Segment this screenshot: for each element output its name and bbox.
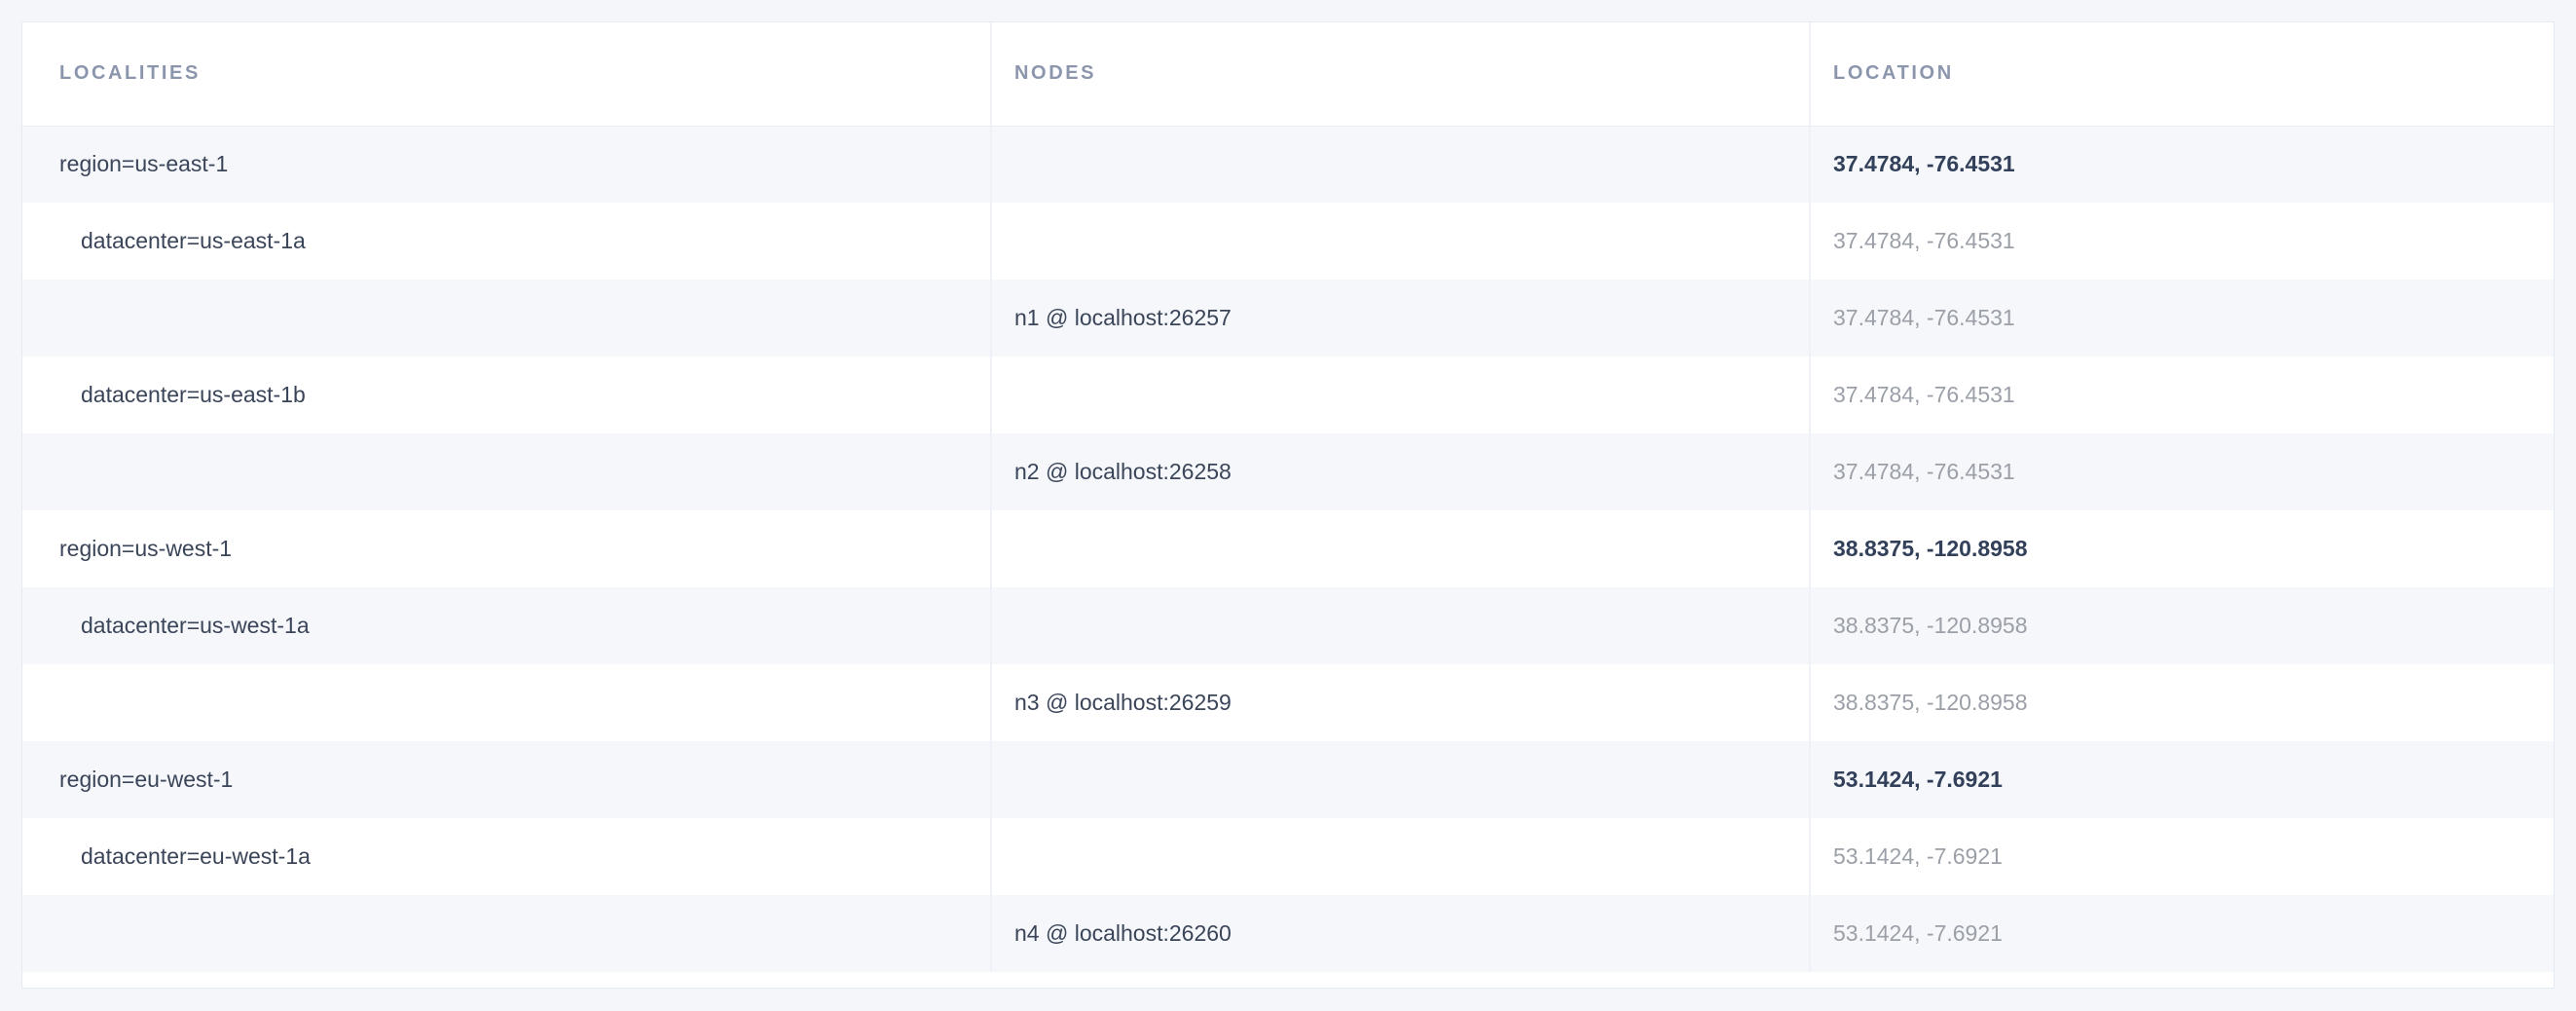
cell-locality: datacenter=eu-west-1a xyxy=(22,818,991,895)
column-header-nodes[interactable]: NODES xyxy=(990,22,1810,127)
table-row[interactable]: datacenter=us-west-1a 38.8375, -120.8958 xyxy=(22,587,2554,664)
table-row[interactable]: region=eu-west-1 53.1424, -7.6921 xyxy=(22,741,2554,818)
cell-location: 38.8375, -120.8958 xyxy=(1809,510,2554,587)
locality-label xyxy=(22,690,59,715)
cell-location: 37.4784, -76.4531 xyxy=(1809,203,2554,280)
locality-label xyxy=(22,459,59,484)
node-label[interactable]: n4 @ localhost:26260 xyxy=(1014,920,1232,946)
table-row[interactable]: datacenter=us-east-1a 37.4784, -76.4531 xyxy=(22,203,2554,280)
cell-locality: datacenter=us-east-1a xyxy=(22,203,991,280)
column-header-localities[interactable]: LOCALITIES xyxy=(22,22,991,127)
cell-locality: region=us-west-1 xyxy=(22,510,991,587)
cell-node xyxy=(990,510,1810,587)
table-body: region=us-east-1 37.4784, -76.4531 datacen… xyxy=(22,126,2554,972)
location-value: 38.8375, -120.8958 xyxy=(1833,536,2028,561)
table-row[interactable]: region=us-west-1 38.8375, -120.8958 xyxy=(22,510,2554,587)
cell-locality: datacenter=us-west-1a xyxy=(22,587,991,664)
cell-locality xyxy=(22,433,991,510)
cell-node: n2 @ localhost:26258 xyxy=(990,433,1810,510)
location-value: 38.8375, -120.8958 xyxy=(1833,613,2028,638)
cell-location: 38.8375, -120.8958 xyxy=(1809,664,2554,741)
cell-location: 37.4784, -76.4531 xyxy=(1809,126,2554,203)
cell-location: 53.1424, -7.6921 xyxy=(1809,818,2554,895)
location-value: 37.4784, -76.4531 xyxy=(1833,305,2015,330)
cell-node xyxy=(990,741,1810,818)
locality-label xyxy=(22,920,59,946)
locality-label: datacenter=us-east-1a xyxy=(81,228,306,253)
locality-label xyxy=(22,305,59,330)
cell-node xyxy=(990,818,1810,895)
node-label[interactable]: n2 @ localhost:26258 xyxy=(1014,459,1232,484)
cell-node xyxy=(990,587,1810,664)
table-row[interactable]: n4 @ localhost:26260 53.1424, -7.6921 xyxy=(22,895,2554,972)
cell-node xyxy=(990,356,1810,433)
table-row[interactable]: datacenter=eu-west-1a 53.1424, -7.6921 xyxy=(22,818,2554,895)
table-header-row: LOCALITIES NODES LOCATION xyxy=(22,22,2554,127)
cell-location: 37.4784, -76.4531 xyxy=(1809,433,2554,510)
location-value: 53.1424, -7.6921 xyxy=(1833,920,2003,946)
location-value: 53.1424, -7.6921 xyxy=(1833,767,2003,792)
table-row[interactable]: datacenter=us-east-1b 37.4784, -76.4531 xyxy=(22,356,2554,433)
table-row[interactable]: n1 @ localhost:26257 37.4784, -76.4531 xyxy=(22,280,2554,356)
localities-table: LOCALITIES NODES LOCATION region=us-east… xyxy=(22,22,2554,972)
table-header: LOCALITIES NODES LOCATION xyxy=(22,22,2554,127)
cell-location: 53.1424, -7.6921 xyxy=(1809,895,2554,972)
table-row[interactable]: n2 @ localhost:26258 37.4784, -76.4531 xyxy=(22,433,2554,510)
location-value: 53.1424, -7.6921 xyxy=(1833,843,2003,869)
cell-node: n3 @ localhost:26259 xyxy=(990,664,1810,741)
locality-label: region=us-east-1 xyxy=(59,151,229,177)
cell-locality: datacenter=us-east-1b xyxy=(22,356,991,433)
localities-table-container: LOCALITIES NODES LOCATION region=us-east… xyxy=(21,21,2555,989)
cell-locality xyxy=(22,664,991,741)
node-label[interactable]: n1 @ localhost:26257 xyxy=(1014,305,1232,330)
cell-node: n1 @ localhost:26257 xyxy=(990,280,1810,356)
cell-node xyxy=(990,126,1810,203)
column-header-location[interactable]: LOCATION xyxy=(1809,22,2554,127)
location-value: 38.8375, -120.8958 xyxy=(1833,690,2028,715)
cell-locality: region=us-east-1 xyxy=(22,126,991,203)
location-value: 37.4784, -76.4531 xyxy=(1833,151,2015,177)
location-value: 37.4784, -76.4531 xyxy=(1833,228,2015,253)
node-label[interactable]: n3 @ localhost:26259 xyxy=(1014,690,1232,715)
cell-location: 37.4784, -76.4531 xyxy=(1809,356,2554,433)
cell-location: 38.8375, -120.8958 xyxy=(1809,587,2554,664)
locality-label: datacenter=us-east-1b xyxy=(81,382,306,407)
cell-locality xyxy=(22,280,991,356)
locality-label: region=us-west-1 xyxy=(59,536,233,561)
cell-node: n4 @ localhost:26260 xyxy=(990,895,1810,972)
table-row[interactable]: region=us-east-1 37.4784, -76.4531 xyxy=(22,126,2554,203)
location-value: 37.4784, -76.4531 xyxy=(1833,382,2015,407)
cell-locality: region=eu-west-1 xyxy=(22,741,991,818)
cell-location: 53.1424, -7.6921 xyxy=(1809,741,2554,818)
locality-label: datacenter=us-west-1a xyxy=(81,613,310,638)
locality-label: datacenter=eu-west-1a xyxy=(81,843,311,869)
cell-location: 37.4784, -76.4531 xyxy=(1809,280,2554,356)
cell-node xyxy=(990,203,1810,280)
table-row[interactable]: n3 @ localhost:26259 38.8375, -120.8958 xyxy=(22,664,2554,741)
location-value: 37.4784, -76.4531 xyxy=(1833,459,2015,484)
locality-label: region=eu-west-1 xyxy=(59,767,234,792)
cell-locality xyxy=(22,895,991,972)
